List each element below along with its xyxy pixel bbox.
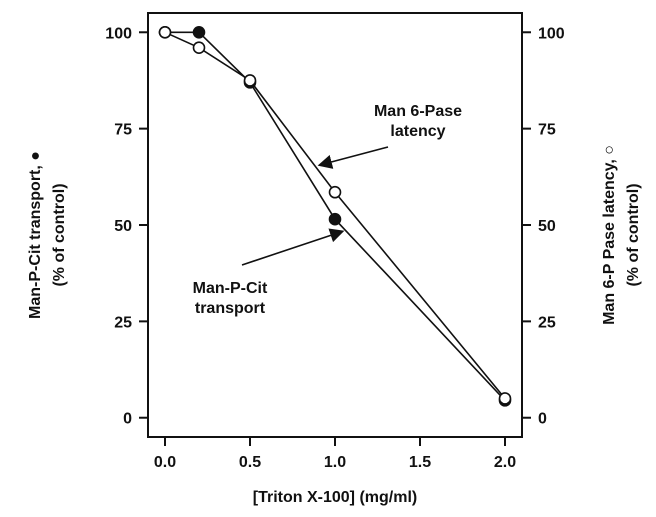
annotation-latency-arrow <box>317 146 389 169</box>
y-left-axis-title: Man-P-Cit transport, ● (% of control) <box>27 151 68 319</box>
y-right-axis-title: Man 6-P Pase latency, ○ (% of control) <box>601 145 642 325</box>
open-circle-point <box>158 25 172 39</box>
open-circle-point <box>192 41 206 54</box>
y-left-tick-label: 75 <box>114 122 132 139</box>
x-axis-title: [Triton X-100] (mg/ml) <box>253 489 417 506</box>
y-left-tick-label: 0 <box>123 411 132 428</box>
y-right-tick-label: 100 <box>538 25 565 42</box>
y-right-tick-label: 75 <box>538 122 556 139</box>
annotation-transport-label: Man-P-Cit transport <box>193 280 268 317</box>
annotation-transport-line: transport <box>195 300 266 317</box>
x-tick-label: 1.0 <box>324 454 346 471</box>
annotation-latency-line: Man 6-Pase <box>374 103 462 120</box>
annotations: Man 6-Pase latency Man-P-Cit transport <box>193 103 462 317</box>
open-circle-point <box>328 185 342 199</box>
y-right-axis-title-line: Man 6-P Pase latency, ○ <box>601 145 618 325</box>
y-left-tick-label: 50 <box>114 218 132 235</box>
axes-frame: 0 0 25 25 50 50 75 75 100 100 0.0 0.5 1.0 1.5 2.0 <box>105 12 565 471</box>
x-tick-label: 1.5 <box>409 454 431 471</box>
y-left-tick-label: 100 <box>105 25 132 42</box>
annotation-transport-line: Man-P-Cit <box>193 280 268 297</box>
open-circle-point <box>243 74 257 87</box>
x-tick-label: 0.5 <box>239 454 261 471</box>
annotation-transport-arrow <box>241 228 345 266</box>
y-right-tick-label: 50 <box>538 218 556 235</box>
x-tick-label: 2.0 <box>494 454 516 471</box>
open-circle-point <box>498 392 512 405</box>
y-right-tick-label: 0 <box>538 411 547 428</box>
filled-circle-point <box>328 212 342 226</box>
y-left-tick-label: 25 <box>114 314 132 331</box>
axis-labels: [Triton X-100] (mg/ml) Man-P-Cit transpor… <box>27 145 642 506</box>
series-markers <box>158 25 512 407</box>
y-left-axis-title-line: Man-P-Cit transport, ● <box>27 151 44 319</box>
x-tick-label: 0.0 <box>154 454 176 471</box>
annotation-latency-label: Man 6-Pase latency <box>374 103 462 140</box>
annotation-latency-line: latency <box>390 123 445 140</box>
y-left-axis-title-line: (% of control) <box>51 183 68 286</box>
filled-circle-point <box>192 25 206 39</box>
y-right-axis-title-line: (% of control) <box>625 183 642 286</box>
y-right-tick-label: 25 <box>538 314 556 331</box>
